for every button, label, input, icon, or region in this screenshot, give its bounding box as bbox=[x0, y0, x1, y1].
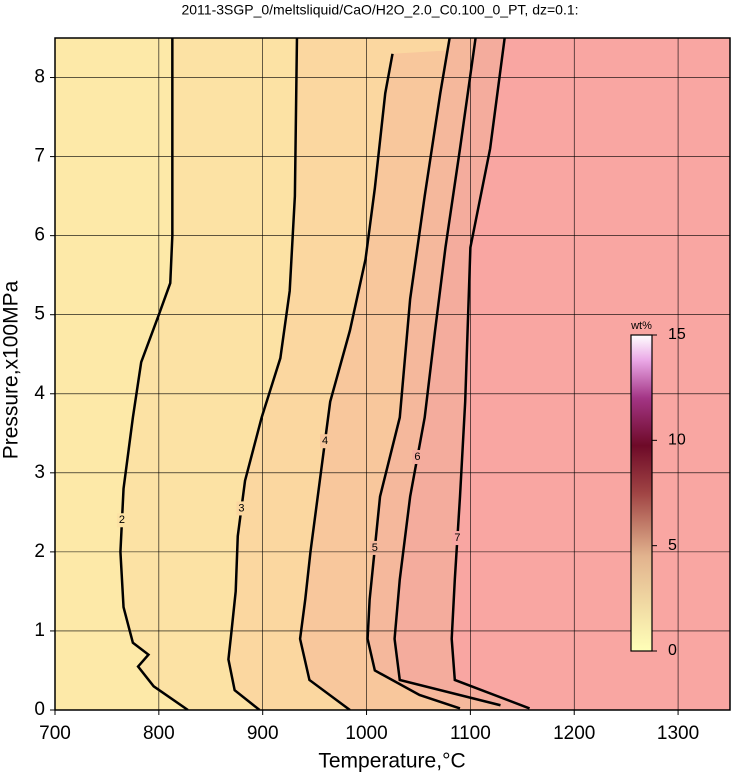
colorbar-tick-label: 5 bbox=[668, 537, 677, 554]
contour-label: 2 bbox=[119, 514, 125, 526]
x-tick-label: 1000 bbox=[345, 723, 387, 744]
x-tick-label: 800 bbox=[143, 723, 175, 744]
y-tick-label: 0 bbox=[34, 699, 45, 720]
colorbar-label: wt% bbox=[630, 320, 652, 332]
contour-label: 7 bbox=[454, 532, 460, 544]
contour-label-bg bbox=[452, 531, 463, 546]
y-tick-label: 7 bbox=[34, 146, 45, 167]
contour-label-bg bbox=[369, 540, 380, 555]
contour-line bbox=[119, 38, 189, 710]
contour-label-bg bbox=[116, 513, 127, 528]
x-axis-label: Temperature,°C bbox=[318, 750, 465, 773]
y-tick-label: 1 bbox=[34, 620, 45, 641]
contour-label: 3 bbox=[238, 502, 244, 514]
contour-label-bg bbox=[236, 501, 247, 516]
colorbar bbox=[630, 334, 653, 652]
contour-line bbox=[450, 38, 531, 710]
contour-label: 6 bbox=[414, 451, 420, 463]
x-tick-label: 1200 bbox=[553, 723, 595, 744]
y-tick-label: 3 bbox=[34, 462, 45, 483]
contour-fill bbox=[451, 38, 730, 710]
y-tick-label: 5 bbox=[34, 304, 45, 325]
plot-frame bbox=[54, 37, 731, 711]
contour-label-bg bbox=[412, 450, 423, 465]
x-tick-label: 700 bbox=[39, 723, 71, 744]
colorbar-tick-label: 0 bbox=[668, 642, 677, 659]
x-tick-label: 1300 bbox=[657, 723, 699, 744]
chart-title: 2011-3SGP_0/meltsliquid/CaO/H2O_2.0_C0.1… bbox=[181, 2, 578, 18]
colorbar-tick-label: 15 bbox=[668, 326, 686, 343]
y-tick-label: 2 bbox=[34, 541, 45, 562]
contour-label: 5 bbox=[372, 542, 378, 554]
contour-label: 4 bbox=[322, 435, 328, 447]
contour-label-bg bbox=[320, 434, 330, 449]
y-tick-label: 6 bbox=[34, 225, 45, 246]
x-tick-label: 1100 bbox=[450, 723, 491, 744]
overlay: 700 800 900 1000 1100 1200 1300 0 1 2 3 4 5 6 7 8 wt% 0 5 1… bbox=[34, 37, 731, 744]
colorbar-tick-label: 10 bbox=[668, 432, 686, 449]
contour-line bbox=[366, 38, 461, 710]
y-tick-label: 4 bbox=[34, 383, 45, 404]
x-tick-label: 900 bbox=[247, 723, 279, 744]
y-axis-label: Pressure,x100MPa bbox=[0, 280, 23, 459]
y-tick-label: 8 bbox=[34, 67, 45, 88]
